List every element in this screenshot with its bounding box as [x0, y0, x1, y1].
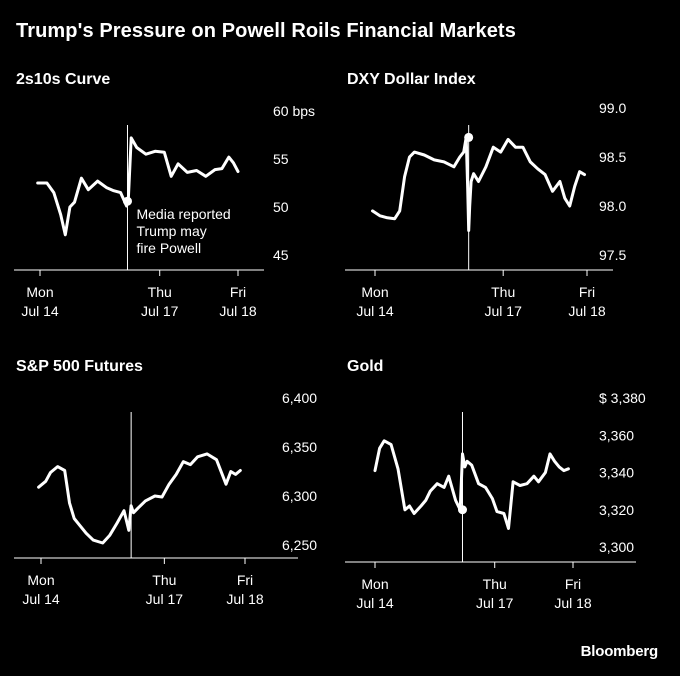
chart-title: Trump's Pressure on Powell Roils Financi… [16, 20, 516, 42]
panel-title-sp500: S&P 500 Futures [16, 358, 143, 375]
y-tick-label: 97.5 [599, 247, 626, 263]
x-tick-label: Jul 18 [226, 591, 264, 607]
y-tick-label: 3,300 [599, 539, 634, 555]
x-tick-label: Thu [491, 284, 515, 300]
bloomberg-logo: Bloomberg [580, 643, 659, 660]
panel-title-2s10s: 2s10s Curve [16, 71, 111, 88]
panel-title-dxy: DXY Dollar Index [347, 71, 476, 88]
annotation-text: Trump may [136, 223, 206, 239]
x-tick-label: Thu [152, 572, 176, 588]
y-tick-label: 98.0 [599, 198, 626, 214]
event-marker [464, 132, 474, 142]
x-tick-label: Jul 14 [356, 595, 394, 611]
x-tick-label: Jul 18 [554, 595, 592, 611]
annotation-text: fire Powell [136, 240, 201, 256]
x-tick-label: Jul 17 [476, 595, 514, 611]
x-tick-label: Jul 17 [146, 591, 184, 607]
series-line [371, 135, 586, 232]
x-tick-label: Jul 14 [356, 303, 394, 319]
x-tick-label: Jul 18 [568, 303, 606, 319]
x-tick-label: Thu [148, 284, 172, 300]
panel-title-gold: Gold [347, 358, 384, 375]
x-tick-label: Jul 17 [141, 303, 179, 319]
y-tick-label: 3,340 [599, 465, 634, 481]
annotation-text: Media reported [136, 206, 230, 222]
y-tick-label: 6,350 [282, 439, 317, 455]
y-tick-label: 45 [273, 247, 289, 263]
series-line [36, 136, 240, 237]
x-tick-label: Mon [27, 572, 54, 588]
y-tick-label: 6,400 [282, 390, 317, 406]
x-tick-label: Fri [565, 576, 581, 592]
x-tick-label: Mon [26, 284, 53, 300]
y-tick-label: 99.0 [599, 100, 626, 116]
event-marker [122, 196, 132, 206]
x-tick-label: Fri [237, 572, 253, 588]
y-tick-label: 3,320 [599, 502, 634, 518]
y-tick-label: 3,360 [599, 427, 634, 443]
y-tick-label: 60 bps [273, 103, 315, 119]
x-tick-label: Jul 14 [21, 303, 59, 319]
x-tick-label: Mon [361, 284, 388, 300]
x-tick-label: Mon [361, 576, 388, 592]
y-tick-label: $ 3,380 [599, 390, 646, 406]
series-line [373, 439, 570, 530]
x-tick-label: Jul 17 [485, 303, 523, 319]
x-tick-label: Jul 14 [22, 591, 60, 607]
event-marker [457, 505, 467, 515]
y-tick-label: 55 [273, 151, 289, 167]
y-tick-label: 98.5 [599, 149, 626, 165]
x-tick-label: Fri [579, 284, 595, 300]
series-line [37, 452, 242, 545]
y-tick-label: 50 [273, 199, 289, 215]
y-tick-label: 6,250 [282, 537, 317, 553]
y-tick-label: 6,300 [282, 488, 317, 504]
x-tick-label: Fri [230, 284, 246, 300]
x-tick-label: Thu [483, 576, 507, 592]
x-tick-label: Jul 18 [219, 303, 257, 319]
